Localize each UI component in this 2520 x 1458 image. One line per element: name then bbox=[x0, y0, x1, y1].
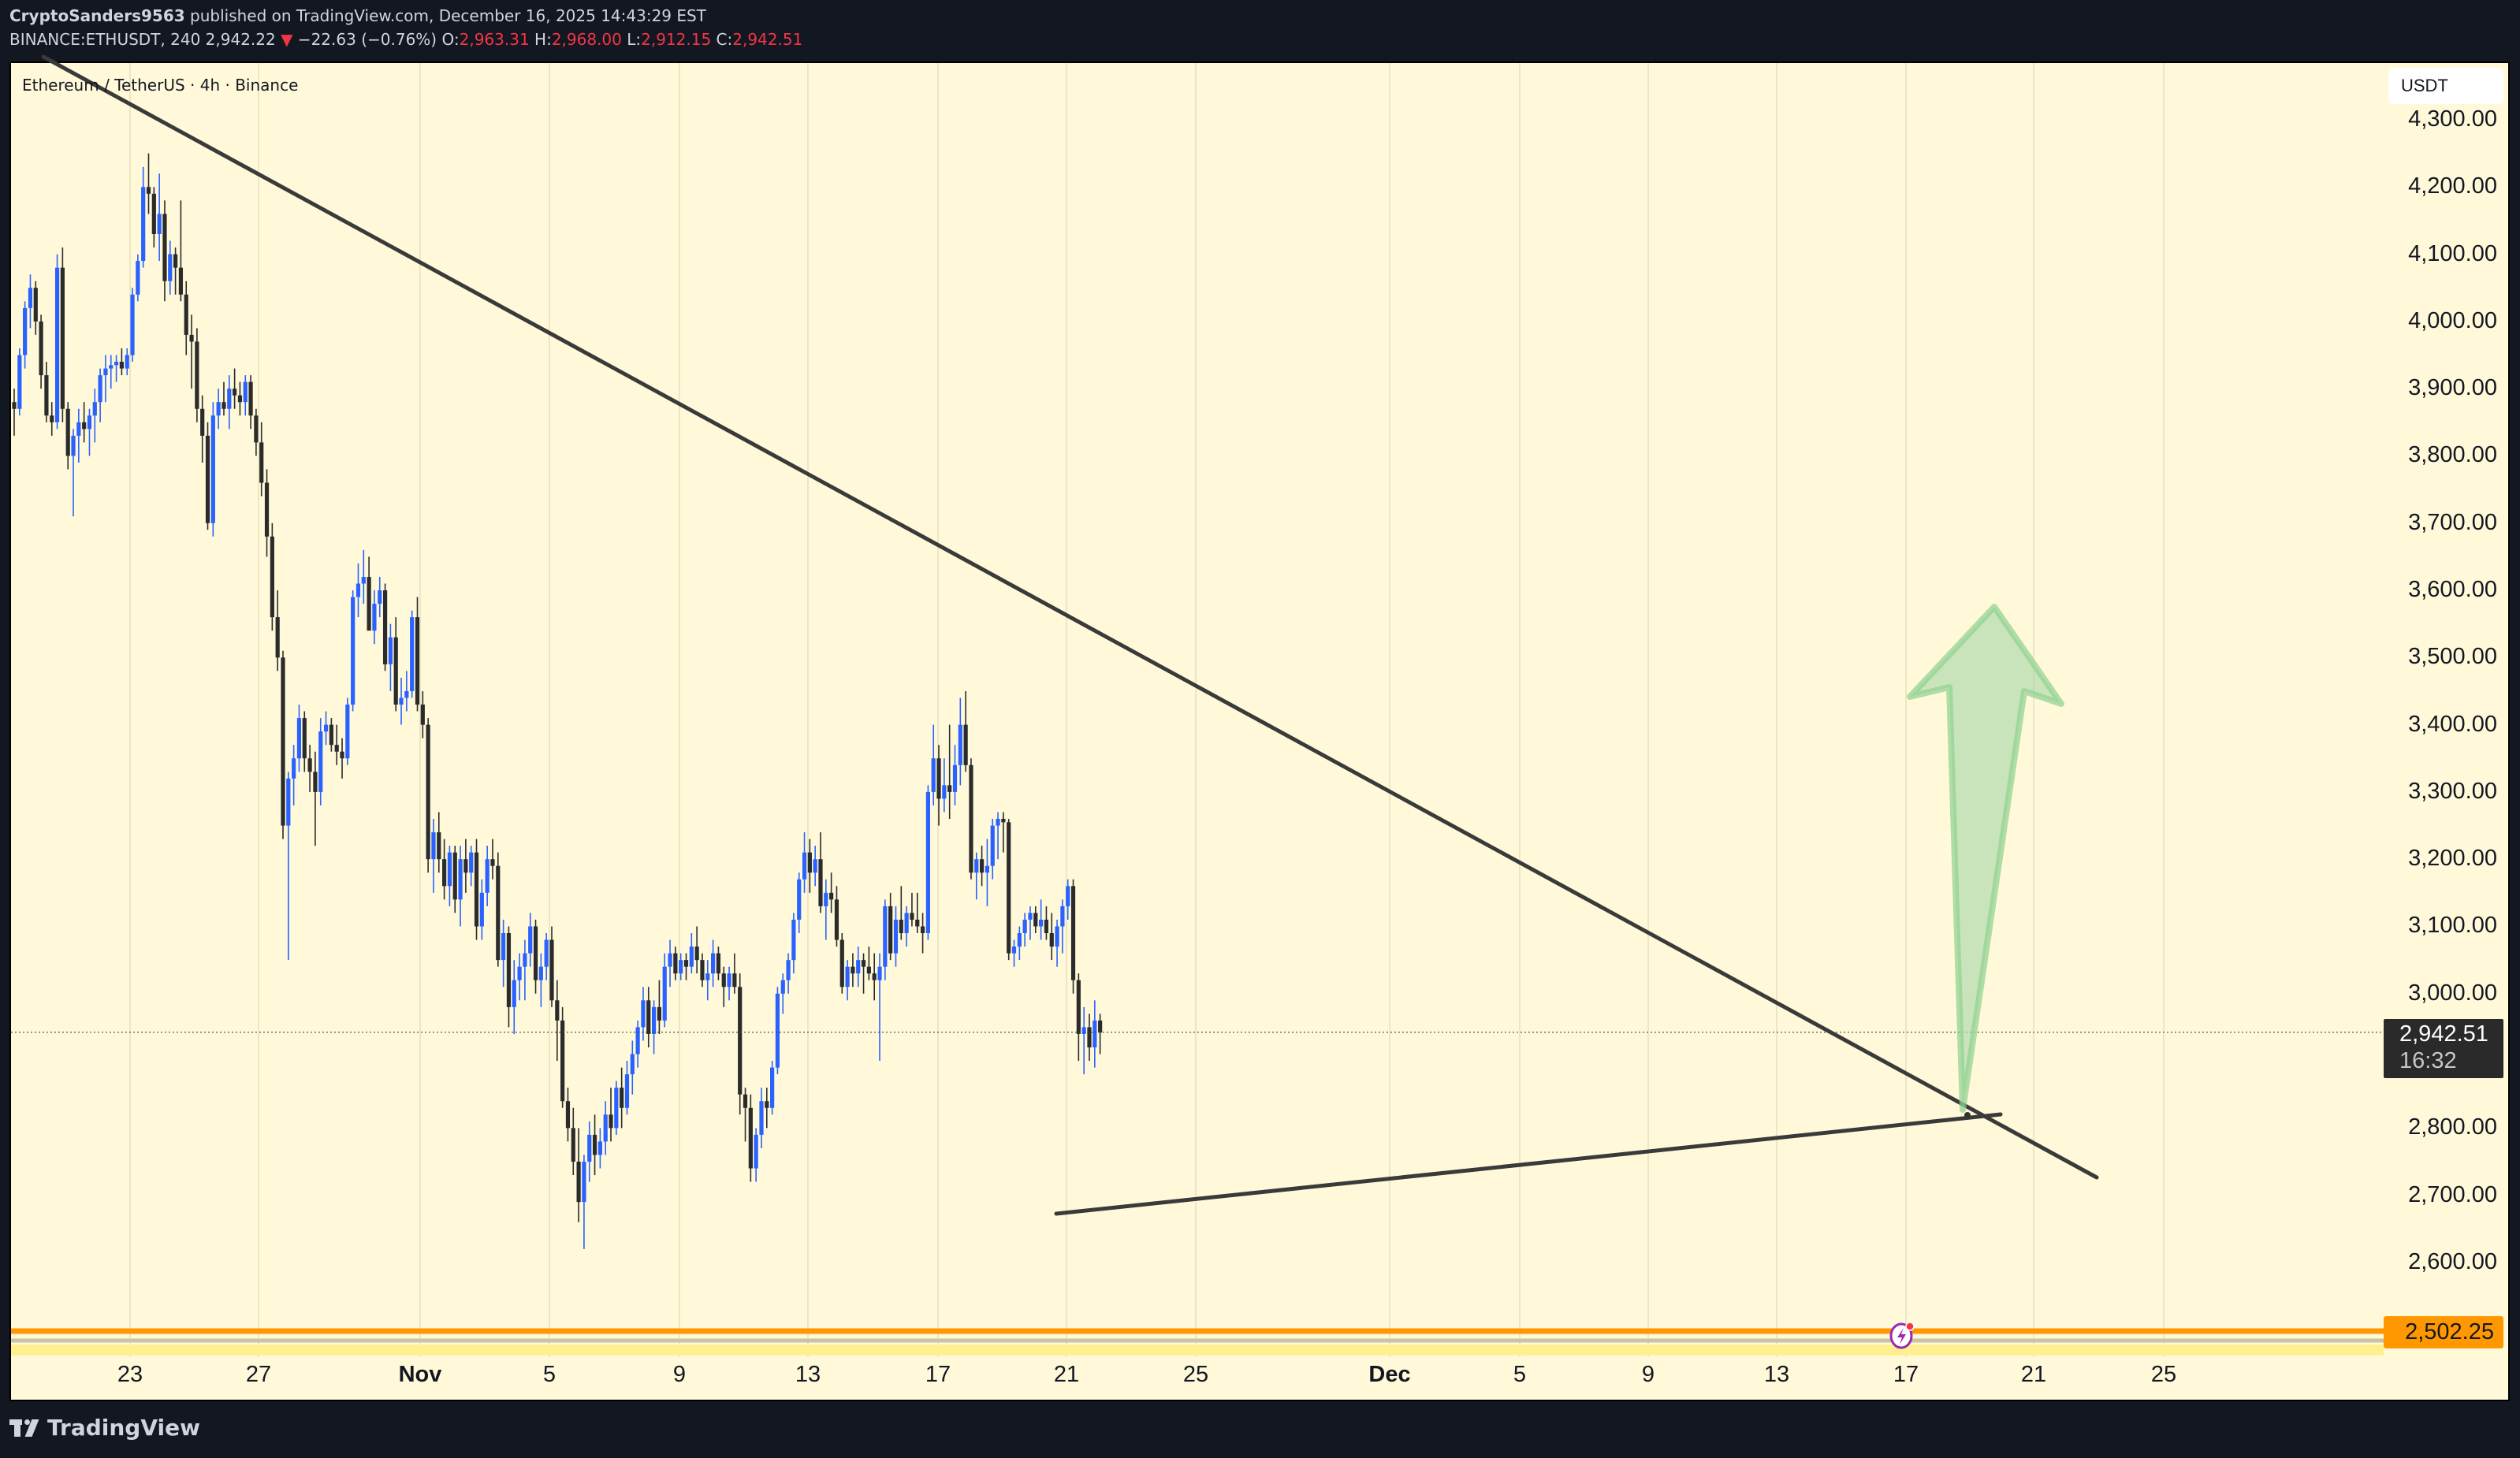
time-tick-label: 25 bbox=[1182, 1362, 1209, 1387]
time-tick-label: 5 bbox=[542, 1362, 556, 1387]
publish-details: published on TradingView.com, December 1… bbox=[184, 6, 706, 25]
symbol-label: BINANCE:ETHUSDT, 240 bbox=[9, 30, 201, 49]
last-price-tag: 2,942.51 16:32 bbox=[2384, 1019, 2503, 1078]
price-tick-label: 3,900.00 bbox=[2408, 375, 2497, 401]
price-tick-label: 4,100.00 bbox=[2408, 240, 2497, 266]
tradingview-brand: TradingView bbox=[47, 1415, 200, 1441]
price-change: −22.63 (−0.76%) bbox=[297, 30, 437, 49]
time-tick-label: 25 bbox=[2150, 1362, 2177, 1387]
lightning-event-icon[interactable] bbox=[1889, 1320, 1916, 1350]
time-tick-label: 21 bbox=[1053, 1362, 1080, 1387]
horizontal-level-tag: 2,502.25 bbox=[2384, 1316, 2503, 1348]
price-tick-label: 4,000.00 bbox=[2408, 307, 2497, 333]
publish-info: CryptoSanders9563 published on TradingVi… bbox=[9, 6, 706, 25]
time-tick-label: 13 bbox=[795, 1362, 821, 1387]
last-price-value: 2,942.51 bbox=[2399, 1021, 2488, 1047]
price-tick-label: 2,800.00 bbox=[2408, 1114, 2497, 1140]
currency-selector[interactable]: USDT bbox=[2388, 68, 2503, 104]
time-tick-label: 27 bbox=[245, 1362, 272, 1387]
close-label: C: bbox=[716, 30, 733, 49]
close-value: 2,942.51 bbox=[732, 30, 803, 49]
time-tick-label: 9 bbox=[1641, 1362, 1655, 1387]
low-value: 2,912.15 bbox=[641, 30, 712, 49]
price-tick-label: 3,400.00 bbox=[2408, 711, 2497, 737]
time-tick-label: 5 bbox=[1513, 1362, 1527, 1387]
time-tick-label: 23 bbox=[117, 1362, 143, 1387]
price-tick-label: 4,200.00 bbox=[2408, 173, 2497, 199]
time-tick-label: Dec bbox=[1368, 1362, 1411, 1387]
price-tick-label: 3,700.00 bbox=[2408, 509, 2497, 535]
price-tick-label: 2,700.00 bbox=[2408, 1181, 2497, 1207]
low-label: L: bbox=[627, 30, 642, 49]
bar-countdown: 16:32 bbox=[2399, 1048, 2457, 1073]
time-tick-label: 21 bbox=[2020, 1362, 2047, 1387]
price-tick-label: 2,600.00 bbox=[2408, 1248, 2497, 1274]
price-tick-label: 3,600.00 bbox=[2408, 577, 2497, 603]
author-name: CryptoSanders9563 bbox=[9, 6, 185, 25]
price-tick-label: 3,500.00 bbox=[2408, 644, 2497, 670]
time-tick-label: Nov bbox=[398, 1362, 442, 1387]
tradingview-logo[interactable]: TradingView bbox=[9, 1415, 200, 1441]
price-tick-label: 3,800.00 bbox=[2408, 442, 2497, 468]
time-tick-label: 17 bbox=[925, 1362, 951, 1387]
price-tick-label: 4,300.00 bbox=[2408, 106, 2497, 132]
time-tick-label: 17 bbox=[1893, 1362, 1919, 1387]
chart-title: Ethereum / TetherUS · 4h · Binance bbox=[22, 76, 299, 95]
high-value: 2,968.00 bbox=[551, 30, 622, 49]
time-tick-label: 9 bbox=[672, 1362, 687, 1387]
price-tick-label: 3,100.00 bbox=[2408, 913, 2497, 939]
open-label: O: bbox=[441, 30, 460, 49]
down-arrow-icon: ▼ bbox=[281, 30, 293, 49]
price-tick-label: 3,000.00 bbox=[2408, 980, 2497, 1006]
price-tick-label: 3,200.00 bbox=[2408, 846, 2497, 872]
time-tick-label: 13 bbox=[1763, 1362, 1790, 1387]
ohlc-legend: BINANCE:ETHUSDT, 240 2,942.22 ▼ −22.63 (… bbox=[9, 30, 802, 49]
high-label: H: bbox=[534, 30, 552, 49]
price-tick-label: 3,300.00 bbox=[2408, 778, 2497, 804]
tradingview-mark-icon bbox=[9, 1418, 41, 1438]
last-price: 2,942.22 bbox=[205, 30, 276, 49]
open-value: 2,963.31 bbox=[459, 30, 530, 49]
